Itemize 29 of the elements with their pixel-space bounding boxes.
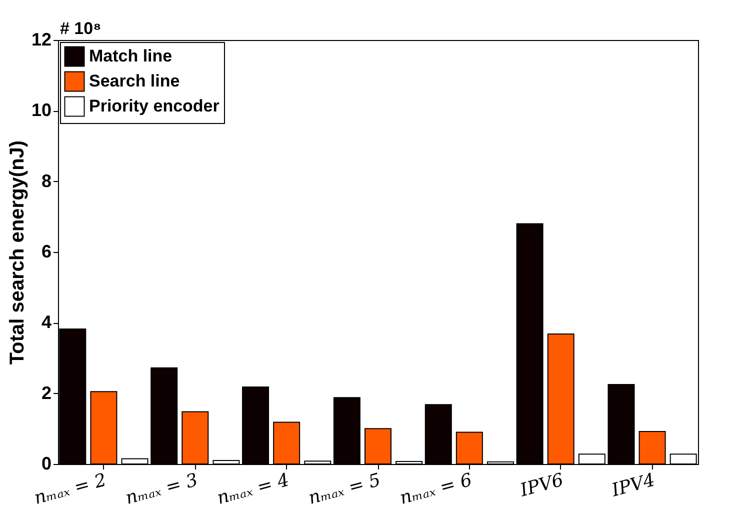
bar <box>304 460 332 464</box>
bar <box>486 461 514 464</box>
bar <box>608 384 635 464</box>
bar <box>212 460 240 464</box>
x-tick-label: IPV6 <box>517 470 566 502</box>
bar <box>578 454 606 464</box>
x-tick-label: nₘₐₓ = 4 <box>214 470 292 509</box>
bar <box>121 458 148 464</box>
bar <box>424 404 452 464</box>
bar <box>396 461 423 464</box>
legend-label: Match line <box>89 46 172 66</box>
x-tick-label: nₘₐₓ = 5 <box>306 470 383 509</box>
y-axis-title: Total search energy(nJ) <box>6 140 28 365</box>
bar <box>242 386 270 464</box>
legend-label: Priority encoder <box>89 96 220 116</box>
y-tick-label: 10 <box>31 100 52 120</box>
bar <box>516 223 544 464</box>
y-tick-label: 8 <box>41 170 52 191</box>
y-tick-label: 12 <box>31 30 52 50</box>
x-tick-label: nₘₐₓ = 6 <box>398 470 474 509</box>
y-tick-label: 6 <box>41 242 52 262</box>
y-tick-label: 4 <box>41 312 52 332</box>
bar <box>333 397 360 464</box>
bar <box>150 367 178 464</box>
legend-label: Search line <box>89 72 180 90</box>
x-tick-label: IPV4 <box>608 470 658 502</box>
text: # 10⁸ <box>60 19 102 38</box>
y-tick-label: 2 <box>41 382 52 403</box>
x-tick-label: nₘₐₓ = 3 <box>123 470 200 509</box>
